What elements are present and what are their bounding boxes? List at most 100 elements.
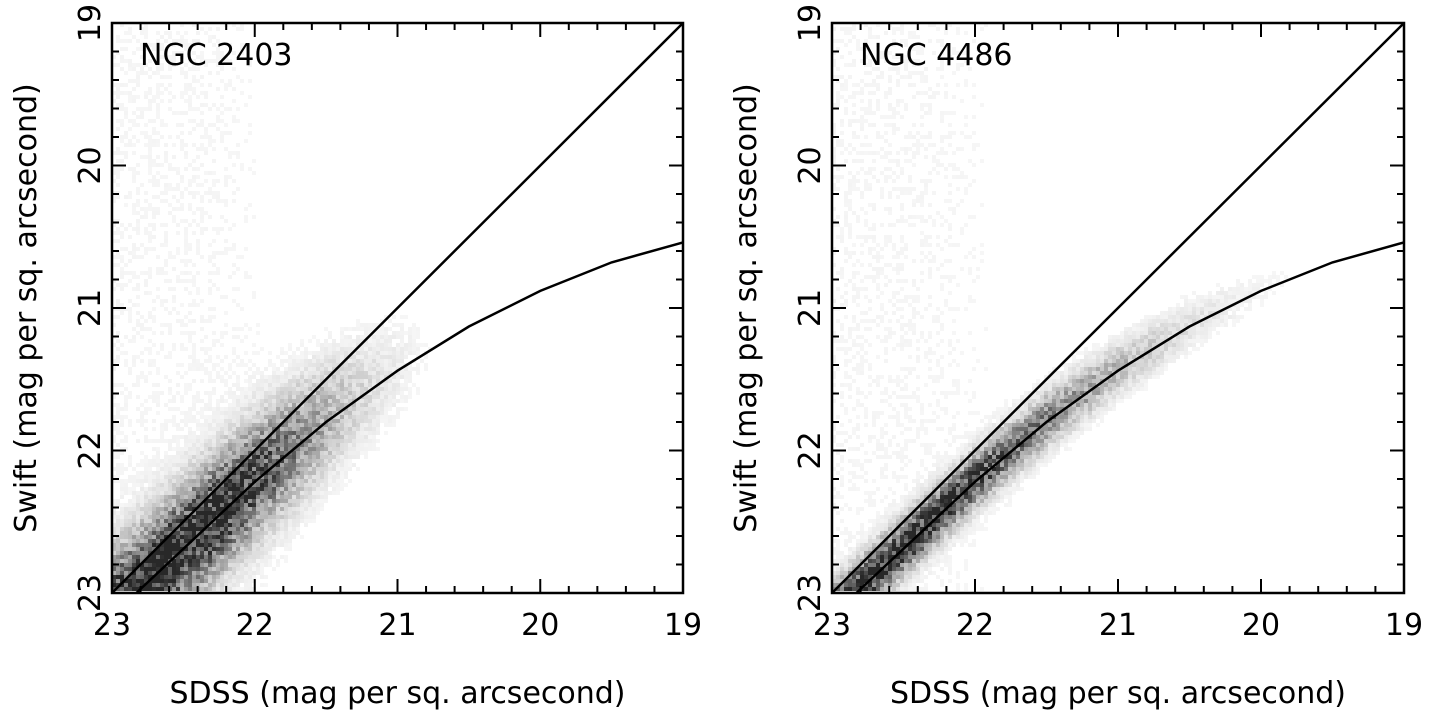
heatmap-cell bbox=[192, 107, 196, 111]
heatmap-cell bbox=[392, 351, 396, 355]
heatmap-cell bbox=[860, 347, 864, 351]
heatmap-cell bbox=[136, 551, 140, 555]
heatmap-cell bbox=[144, 523, 148, 527]
heatmap-cell bbox=[196, 455, 200, 459]
heatmap-cell bbox=[196, 543, 200, 547]
heatmap-cell bbox=[256, 459, 260, 463]
heatmap-cell bbox=[160, 223, 164, 227]
heatmap-cell bbox=[844, 107, 848, 111]
heatmap-cell bbox=[244, 511, 248, 515]
heatmap-cell bbox=[316, 395, 320, 399]
heatmap-cell bbox=[196, 527, 200, 531]
heatmap-cell bbox=[272, 503, 276, 507]
heatmap-cell bbox=[308, 367, 312, 371]
heatmap-cell bbox=[128, 79, 132, 83]
heatmap-cell bbox=[224, 583, 228, 587]
heatmap-cell bbox=[228, 79, 232, 83]
heatmap-cell bbox=[184, 491, 188, 495]
heatmap-cell bbox=[256, 531, 260, 535]
heatmap-cell bbox=[244, 407, 248, 411]
heatmap-cell bbox=[860, 195, 864, 199]
heatmap-cell bbox=[300, 459, 304, 463]
heatmap-cell bbox=[328, 483, 332, 487]
heatmap-cell bbox=[248, 387, 252, 391]
heatmap-cell bbox=[836, 539, 840, 543]
heatmap-cell bbox=[132, 143, 136, 147]
heatmap-cell bbox=[192, 551, 196, 555]
heatmap-cell bbox=[836, 271, 840, 275]
heatmap-cell bbox=[272, 443, 276, 447]
heatmap-cell bbox=[836, 571, 840, 575]
heatmap-cell bbox=[204, 459, 208, 463]
heatmap-cell bbox=[836, 143, 840, 147]
heatmap-cell bbox=[248, 559, 252, 563]
heatmap-cell bbox=[848, 199, 852, 203]
heatmap-cell bbox=[248, 515, 252, 519]
heatmap-cell bbox=[160, 83, 164, 87]
heatmap-cell bbox=[328, 379, 332, 383]
heatmap-cell bbox=[864, 555, 868, 559]
heatmap-cell bbox=[224, 487, 228, 491]
heatmap-cell bbox=[124, 511, 128, 515]
heatmap-cell bbox=[192, 527, 196, 531]
heatmap-cell bbox=[360, 359, 364, 363]
heatmap-cell bbox=[328, 475, 332, 479]
heatmap-cell bbox=[312, 407, 316, 411]
heatmap-cell bbox=[248, 511, 252, 515]
heatmap-cell bbox=[168, 211, 172, 215]
heatmap-cell bbox=[168, 83, 172, 87]
heatmap-cell bbox=[284, 407, 288, 411]
heatmap-cell bbox=[344, 471, 348, 475]
heatmap-cell bbox=[168, 135, 172, 139]
heatmap-cell bbox=[140, 527, 144, 531]
heatmap-cell bbox=[152, 499, 156, 503]
heatmap-cell bbox=[156, 195, 160, 199]
heatmap-cell bbox=[152, 163, 156, 167]
heatmap-cell bbox=[208, 587, 212, 591]
heatmap-cell bbox=[192, 515, 196, 519]
x-tick-label: 22 bbox=[236, 608, 274, 643]
heatmap-cell bbox=[884, 587, 888, 591]
heatmap-cell bbox=[204, 95, 208, 99]
heatmap-cell bbox=[168, 391, 172, 395]
heatmap-cell bbox=[120, 479, 124, 483]
heatmap-cell bbox=[368, 407, 372, 411]
heatmap-cell bbox=[288, 543, 292, 547]
heatmap-cell bbox=[228, 539, 232, 543]
heatmap-cell bbox=[844, 339, 848, 343]
heatmap-cell bbox=[196, 287, 200, 291]
heatmap-cell bbox=[868, 499, 872, 503]
heatmap-cell bbox=[236, 479, 240, 483]
heatmap-cell bbox=[316, 487, 320, 491]
heatmap-cell bbox=[308, 403, 312, 407]
heatmap-cell bbox=[316, 383, 320, 387]
heatmap-cell bbox=[884, 543, 888, 547]
heatmap-cell bbox=[204, 483, 208, 487]
heatmap-cell bbox=[116, 251, 120, 255]
heatmap-cell bbox=[256, 423, 260, 427]
heatmap-cell bbox=[132, 547, 136, 551]
heatmap-cell bbox=[128, 391, 132, 395]
heatmap-cell bbox=[224, 435, 228, 439]
heatmap-cell bbox=[256, 451, 260, 455]
heatmap-cell bbox=[296, 415, 300, 419]
heatmap-cell bbox=[268, 535, 272, 539]
heatmap-cell bbox=[332, 379, 336, 383]
heatmap-cell bbox=[240, 363, 244, 367]
heatmap-cell bbox=[344, 375, 348, 379]
heatmap-cell bbox=[304, 423, 308, 427]
heatmap-cell bbox=[200, 339, 204, 343]
heatmap-cell bbox=[296, 431, 300, 435]
heatmap-cell bbox=[160, 583, 164, 587]
heatmap-cell bbox=[256, 351, 260, 355]
heatmap-cell bbox=[188, 467, 192, 471]
heatmap-cell bbox=[164, 567, 168, 571]
heatmap-cell bbox=[864, 107, 868, 111]
heatmap-cell bbox=[852, 263, 856, 267]
heatmap-cell bbox=[368, 435, 372, 439]
heatmap-cell bbox=[284, 543, 288, 547]
heatmap-cell bbox=[848, 375, 852, 379]
heatmap-cell bbox=[416, 327, 420, 331]
heatmap-cell bbox=[348, 443, 352, 447]
heatmap-cell bbox=[112, 151, 116, 155]
